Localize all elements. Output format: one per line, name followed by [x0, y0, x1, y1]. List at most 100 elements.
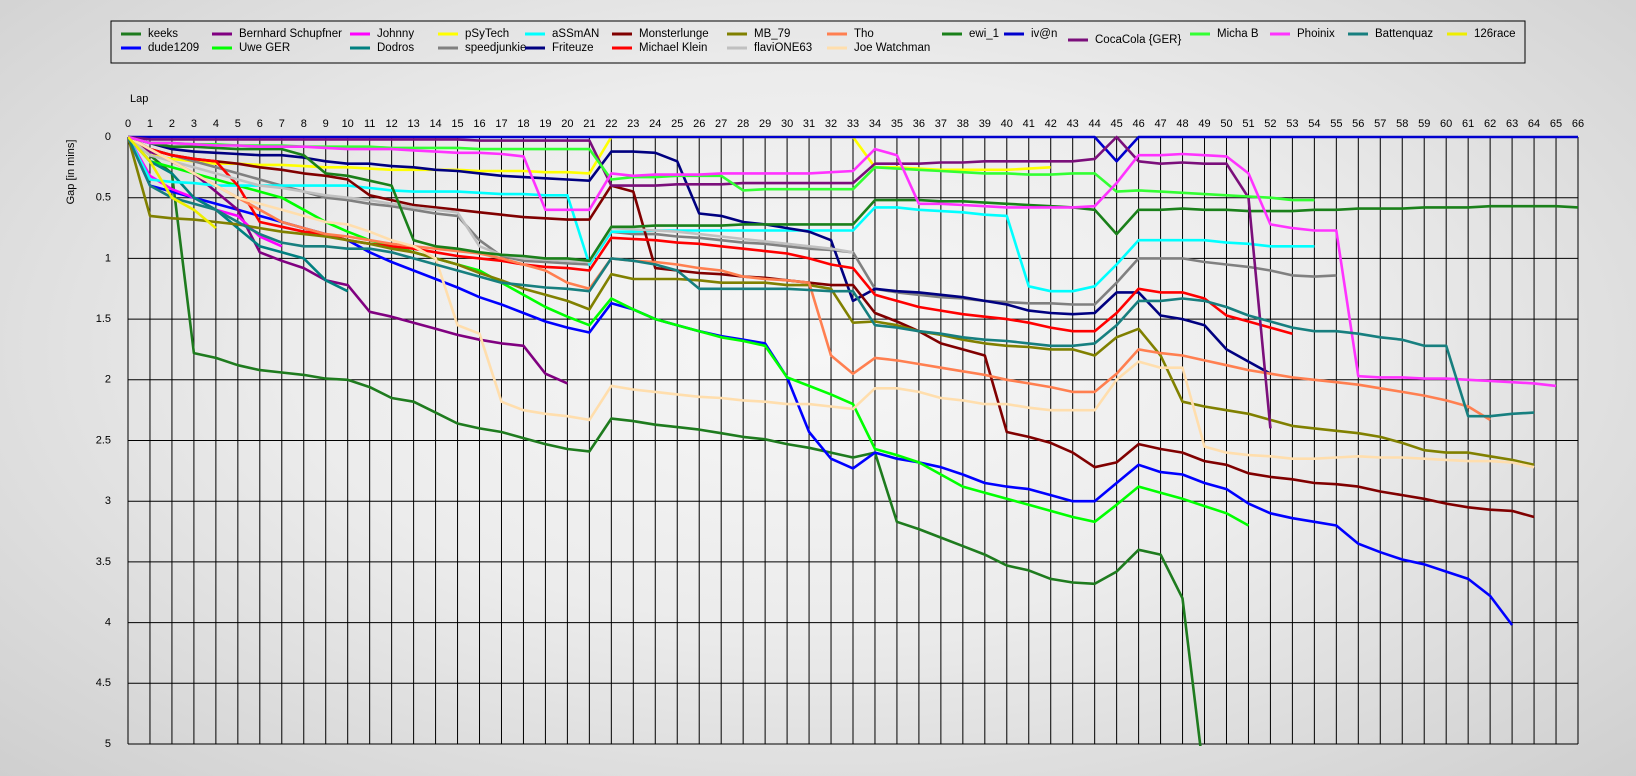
series-line	[128, 135, 1491, 422]
legend-label: speedjunkie	[465, 42, 526, 54]
legend-item: Bernhard Schupfner	[212, 28, 342, 40]
legend-item: 126race	[1447, 28, 1516, 40]
legend-item: pSyTech	[438, 28, 509, 40]
series-line	[128, 135, 1557, 388]
series-line	[128, 136, 1514, 626]
x-tick-label: 52	[1264, 118, 1276, 130]
legend-label: CocaCola {GER}	[1095, 34, 1181, 46]
legend-label: Johnny	[377, 28, 414, 40]
y-tick-label: 1.5	[96, 313, 111, 325]
series-line	[128, 136, 1250, 527]
x-tick-label: 66	[1572, 118, 1584, 130]
x-tick-label: 58	[1396, 118, 1408, 130]
x-tick-label: 3	[191, 118, 197, 130]
legend-item: MB_79	[727, 28, 790, 40]
grid: 0 1 2 3 4 5 6 7 8 9 10 11 12 13 14 15 16 17 18 19 20 21 22 23 24…	[96, 118, 1584, 750]
x-tick-label: 38	[957, 118, 969, 130]
x-tick-label: 54	[1308, 118, 1320, 130]
x-tick-label: 12	[386, 118, 398, 130]
series-line	[128, 136, 1535, 418]
x-tick-label: 63	[1506, 118, 1518, 130]
x-tick-label: 56	[1352, 118, 1364, 130]
x-tick-label: 8	[301, 118, 307, 130]
x-tick-label: 33	[847, 118, 859, 130]
legend-label: aSSmAN	[552, 28, 599, 40]
x-tick-label: 36	[913, 118, 925, 130]
x-axis-label: Lap	[130, 93, 148, 105]
x-tick-label: 22	[605, 118, 617, 130]
x-tick-label: 39	[979, 118, 991, 130]
x-tick-label: 43	[1067, 118, 1079, 130]
legend-label: keeks	[148, 28, 178, 40]
y-tick-label: 2	[105, 374, 111, 386]
x-tick-label: 28	[737, 118, 749, 130]
legend-label: Bernhard Schupfner	[239, 28, 342, 40]
legend-label: Tho	[854, 28, 874, 40]
y-axis-label: Gap [in mins]	[65, 140, 77, 205]
x-tick-label: 26	[693, 118, 705, 130]
legend-label: Joe Watchman	[854, 42, 930, 54]
series-line	[128, 136, 217, 230]
legend-item: ewi_1	[942, 28, 999, 40]
series-line	[128, 135, 568, 385]
x-tick-label: 41	[1023, 118, 1035, 130]
legend-item: Micha B	[1190, 28, 1259, 40]
legend-item: keeks	[121, 28, 178, 40]
series-line	[128, 135, 854, 264]
x-tick-label: 50	[1220, 118, 1232, 130]
x-tick-label: 23	[627, 118, 639, 130]
x-tick-label: 51	[1242, 118, 1254, 130]
x-tick-label: 15	[451, 118, 463, 130]
legend-label: pSyTech	[465, 28, 509, 40]
legend-label: Micha B	[1217, 28, 1259, 40]
y-tick-label: 5	[105, 738, 111, 750]
x-tick-label: 19	[539, 118, 551, 130]
x-tick-label: 2	[169, 118, 175, 130]
x-tick-label: 11	[364, 118, 375, 130]
x-tick-label: 40	[1001, 118, 1013, 130]
x-tick-label: 47	[1154, 118, 1166, 130]
series-line	[128, 136, 349, 293]
x-tick-label: 64	[1528, 118, 1540, 130]
x-tick-label: 0	[125, 118, 131, 130]
legend-label: ewi_1	[969, 28, 999, 40]
x-tick-label: 30	[781, 118, 793, 130]
x-tick-label: 44	[1089, 118, 1101, 130]
x-tick-label: 59	[1418, 118, 1430, 130]
x-tick-label: 29	[759, 118, 771, 130]
series-line	[128, 135, 1202, 746]
legend-label: iv@n	[1031, 28, 1057, 40]
series-line	[128, 135, 1272, 429]
legend-item: Johnny	[350, 28, 414, 40]
legend-item: iv@n	[1004, 28, 1057, 40]
x-tick-label: 55	[1330, 118, 1342, 130]
x-tick-label: 20	[561, 118, 573, 130]
x-tick-label: 37	[935, 118, 947, 130]
x-tick-label: 62	[1484, 118, 1496, 130]
x-tick-label: 7	[279, 118, 285, 130]
legend-label: dude1209	[148, 42, 199, 54]
y-tick-label: 0	[105, 131, 111, 143]
legend-label: Phoinix	[1297, 28, 1335, 40]
legend-label: Monsterlunge	[639, 28, 709, 40]
series-line	[128, 136, 1535, 467]
legend: keeks dude1209 Bernhard Schupfner Uwe GER Jo…	[121, 28, 1516, 54]
x-tick-label: 24	[649, 118, 661, 130]
legend-item: CocaCola {GER}	[1068, 34, 1181, 46]
legend-item: dude1209	[121, 42, 199, 54]
y-tick-label: 4.5	[96, 677, 111, 689]
legend-item: aSSmAN	[525, 28, 599, 40]
x-tick-label: 46	[1132, 118, 1144, 130]
x-tick-label: 61	[1462, 118, 1474, 130]
y-tick-label: 0.5	[96, 192, 111, 204]
x-tick-label: 34	[869, 118, 881, 130]
y-tick-label: 3.5	[96, 556, 111, 568]
x-tick-label: 10	[342, 118, 354, 130]
x-tick-label: 25	[671, 118, 683, 130]
legend-item: Joe Watchman	[827, 42, 930, 54]
legend-label: Dodros	[377, 42, 414, 54]
y-tick-label: 2.5	[96, 434, 111, 446]
x-tick-label: 5	[235, 118, 241, 130]
legend-item: flaviONE63	[727, 42, 812, 54]
